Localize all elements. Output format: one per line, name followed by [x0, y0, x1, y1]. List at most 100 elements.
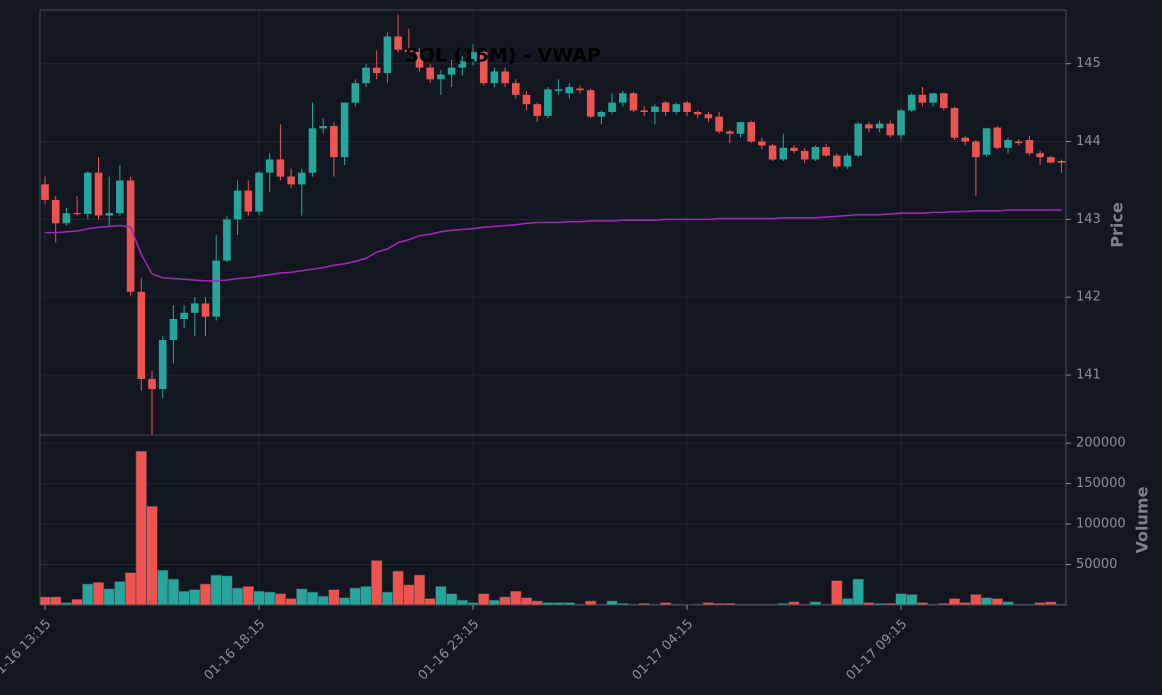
volume-bar — [445, 593, 458, 606]
candle-body — [747, 122, 755, 142]
candle-body — [972, 141, 980, 158]
y-tick-label: 200000 — [1076, 436, 1126, 451]
volume-bar — [531, 600, 543, 606]
volume-bar — [403, 584, 415, 606]
candle-body — [191, 303, 199, 313]
candle-body — [897, 110, 905, 136]
candle-body — [758, 141, 766, 146]
candle-body — [726, 131, 734, 134]
candle-body — [790, 147, 798, 151]
candle-body — [693, 111, 702, 115]
volume-bar — [606, 600, 618, 606]
candle-body — [843, 155, 852, 167]
volume-bar — [948, 598, 961, 606]
candle-body — [704, 114, 713, 119]
volume-bar — [242, 586, 254, 606]
volume-bar — [50, 596, 62, 606]
candle-body — [950, 108, 959, 138]
candle-body — [51, 199, 60, 224]
y-tick-label: 144 — [1076, 134, 1101, 149]
volume-bar — [82, 583, 94, 606]
candle-body — [116, 180, 124, 214]
volume-bar — [221, 575, 233, 606]
candle-body — [565, 87, 574, 94]
candle-body — [62, 213, 71, 224]
candle-body — [875, 123, 884, 129]
candle-body — [330, 125, 338, 158]
candle-body — [501, 71, 509, 84]
volume-bar — [435, 586, 447, 606]
candle-body — [298, 172, 306, 185]
candle-body — [554, 89, 563, 91]
candle-body — [736, 122, 745, 134]
volume-bar — [92, 582, 105, 606]
candle-body — [586, 90, 595, 117]
volume-bar — [520, 597, 533, 606]
candle-body — [683, 102, 691, 112]
candle-body — [907, 94, 916, 111]
candle-body — [822, 146, 830, 156]
volume-bar — [488, 599, 501, 606]
volume-bar — [456, 599, 468, 606]
candle-body — [619, 93, 627, 103]
candle-body — [651, 106, 659, 112]
candle-body — [362, 67, 370, 84]
y-tick-label: 145 — [1076, 56, 1101, 71]
candle-body — [105, 213, 113, 216]
candle-body — [137, 291, 146, 379]
volume-bar — [831, 580, 843, 606]
candle-body — [940, 93, 948, 109]
volume-bar — [199, 583, 212, 606]
candle-body — [1057, 161, 1066, 163]
candle-body — [1025, 139, 1034, 154]
volume-bar — [371, 560, 383, 606]
volume-bar — [264, 591, 276, 606]
volume-bar — [841, 598, 854, 606]
candle-body — [672, 104, 681, 112]
volume-bar — [392, 570, 404, 606]
candle-body — [1014, 141, 1023, 144]
candle-body — [479, 52, 488, 84]
candle-body — [180, 312, 188, 320]
volume-bar — [424, 598, 436, 606]
candle-body — [800, 150, 809, 160]
candle-body — [319, 125, 327, 129]
candle-body — [244, 190, 253, 212]
candle-body — [576, 88, 584, 91]
volume-bar — [317, 595, 329, 606]
candle-body — [490, 71, 499, 84]
volume-bar — [114, 581, 126, 606]
candle-body — [886, 123, 895, 136]
plot-layer — [39, 10, 1068, 606]
volume-bar — [349, 587, 361, 606]
candle-body — [512, 83, 520, 95]
volume-bar — [970, 594, 982, 606]
candle-body — [929, 93, 937, 103]
vwap-line — [45, 209, 1062, 282]
candle-body — [276, 159, 285, 177]
candle-body — [41, 184, 49, 200]
y-axis-label: Volume — [1133, 486, 1152, 553]
candle-body — [768, 145, 777, 160]
volume-bar — [39, 596, 51, 606]
chart-title: SOL (15M) - VWAP — [405, 45, 601, 67]
candle-body — [982, 128, 991, 155]
candle-body — [308, 128, 317, 173]
volume-bar — [980, 597, 993, 606]
volume-bar — [135, 450, 147, 606]
candle-body — [94, 172, 103, 216]
candle-body — [405, 49, 413, 53]
volume-bar — [103, 588, 115, 606]
candle-body — [447, 67, 456, 75]
candle-body — [437, 74, 445, 80]
candle-body — [73, 213, 81, 215]
candle-body — [1004, 139, 1012, 148]
y-tick-label: 100000 — [1076, 517, 1126, 532]
volume-bar — [253, 590, 265, 606]
candle-body — [158, 340, 167, 390]
candle-body — [394, 36, 402, 50]
candle-body — [854, 123, 862, 156]
y-tick-label: 142 — [1076, 290, 1101, 305]
